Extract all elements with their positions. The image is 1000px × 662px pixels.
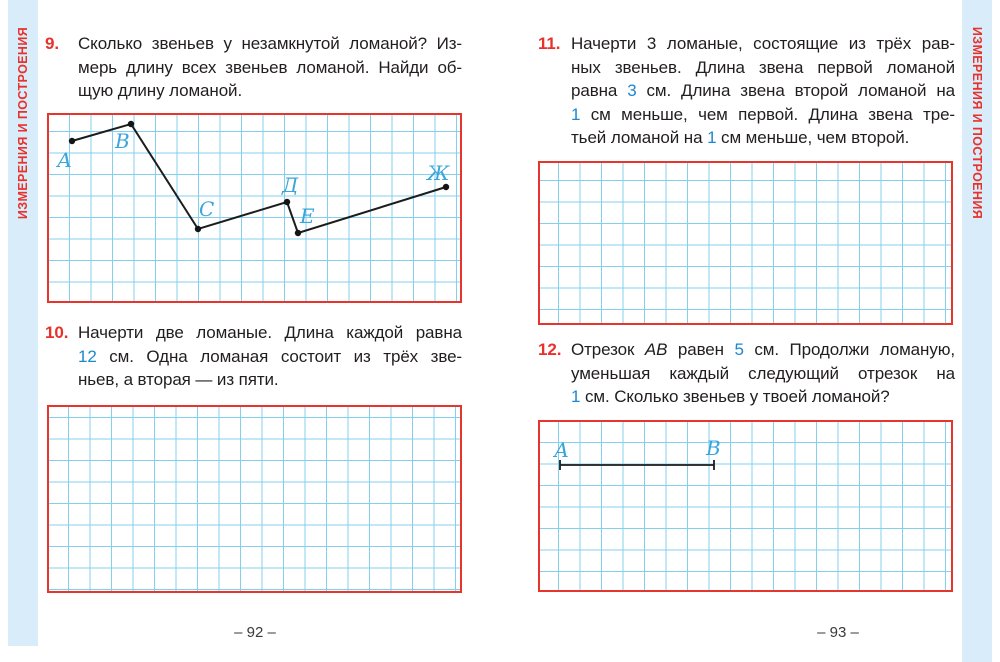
point-label-d: Д [282, 173, 299, 197]
grid-box-exercise-11 [538, 161, 953, 325]
line-text: тьей ломаной на [571, 128, 708, 147]
highlight-number: 1 [571, 387, 581, 406]
line-text: см. Длина звена второй ломаной на [636, 81, 956, 100]
line-text: равен [667, 340, 735, 359]
line-text: Отрезок [571, 340, 645, 359]
line-text: см меньше, чем первой. Длина звена тре- [580, 104, 955, 124]
exercise-11: 11. Начерти 3 ломаные, состоящие из трёх… [538, 32, 955, 150]
point-label-zh: Ж [427, 161, 450, 185]
exercise-10-line-3: ньев, а вторая — из пяти. [78, 370, 279, 389]
exercise-10-number: 10. [45, 323, 69, 342]
exercise-11-line-3: равна 3 см. Длина звена второй ломаной н… [571, 79, 955, 103]
right-sidebar-title: ИЗМЕРЕНИЯ И ПОСТРОЕНИЯ [970, 26, 984, 220]
highlight-number: 1 [571, 104, 581, 124]
segment-ab-figure [559, 460, 715, 470]
exercise-10-line-1: Начерти две ломаные. Длина каждой равна [78, 323, 462, 342]
exercise-12-line-3: 1 см. Сколько звеньев у твоей ломаной? [571, 385, 955, 409]
exercise-12-number: 12. [538, 340, 562, 359]
point-label-a: А [57, 148, 73, 172]
highlight-number: 5 [734, 340, 744, 359]
left-sidebar-title: ИЗМЕРЕНИЯ И ПОСТРОЕНИЯ [16, 26, 30, 220]
exercise-10-text: Начерти две ломаные. Длина каждой равна … [78, 321, 462, 392]
point-label-a: А [554, 438, 570, 462]
exercise-9-line-2: мерь длину всех звеньев ломаной. Найди о… [78, 57, 462, 77]
highlight-number: 12 [78, 346, 97, 366]
exercise-12-line-1: Отрезок АВ равен 5 см. Продолжи ломаную, [571, 338, 955, 362]
highlight-number: 3 [627, 81, 637, 100]
point-label-b: В [706, 436, 721, 460]
exercise-11-line-4: 1 см меньше, чем первой. Длина звена тре… [571, 103, 955, 127]
right-sidebar-band [962, 0, 992, 662]
segment-name: АВ [644, 340, 668, 359]
grid-box-exercise-9: А В С Д Е Ж [47, 113, 462, 303]
exercise-9-line-1: Сколько звеньев у незамкнутой ломаной? И… [78, 34, 462, 53]
polyline-figure [68, 120, 450, 237]
point-label-b: В [115, 129, 130, 153]
grid-box-exercise-12: А В [538, 420, 953, 592]
exercise-11-number: 11. [538, 34, 561, 53]
exercise-10-line-2: 12 см. Одна ломаная состоит из трёх зве- [78, 345, 462, 369]
page-number-93: – 93 – [817, 624, 859, 641]
exercise-10: 10. Начерти две ломаные. Длина каждой ра… [45, 321, 462, 392]
exercise-11-line-5: тьей ломаной на 1 см меньше, чем второй. [571, 126, 955, 150]
page-number-92: – 92 – [234, 624, 276, 641]
exercise-11-line-2: ных звеньев. Длина звена первой ломаной [571, 57, 955, 77]
point-label-c: С [199, 197, 215, 221]
exercise-9-line-3: щую длину ломаной. [78, 81, 243, 100]
grid-box-exercise-10 [47, 405, 462, 593]
line-text: см. Одна ломаная состоит из трёх зве- [96, 346, 462, 366]
exercise-9: 9. Сколько звеньев у незамкнутой ломаной… [45, 32, 462, 103]
line-text: см. Сколько звеньев у твоей ломаной? [580, 387, 890, 406]
line-text: см меньше, чем второй. [716, 128, 910, 147]
highlight-number: 1 [707, 128, 717, 147]
exercise-12-line-2: уменьшая каждый следующий отрезок на [571, 363, 955, 383]
exercise-11-line-1: Начерти 3 ломаные, состоящие из трёх рав… [571, 34, 955, 53]
exercise-9-number: 9. [45, 34, 59, 53]
exercise-12-text: Отрезок АВ равен 5 см. Продолжи ломаную,… [571, 338, 955, 409]
left-sidebar-band [8, 0, 38, 646]
exercise-12: 12. Отрезок АВ равен 5 см. Продолжи лома… [538, 338, 955, 409]
point-label-e: Е [300, 204, 315, 228]
line-text: равна [571, 81, 628, 100]
line-text: см. Продолжи ломаную, [743, 340, 955, 359]
exercise-11-text: Начерти 3 ломаные, состоящие из трёх рав… [571, 32, 955, 150]
exercise-9-text: Сколько звеньев у незамкнутой ломаной? И… [78, 32, 462, 103]
